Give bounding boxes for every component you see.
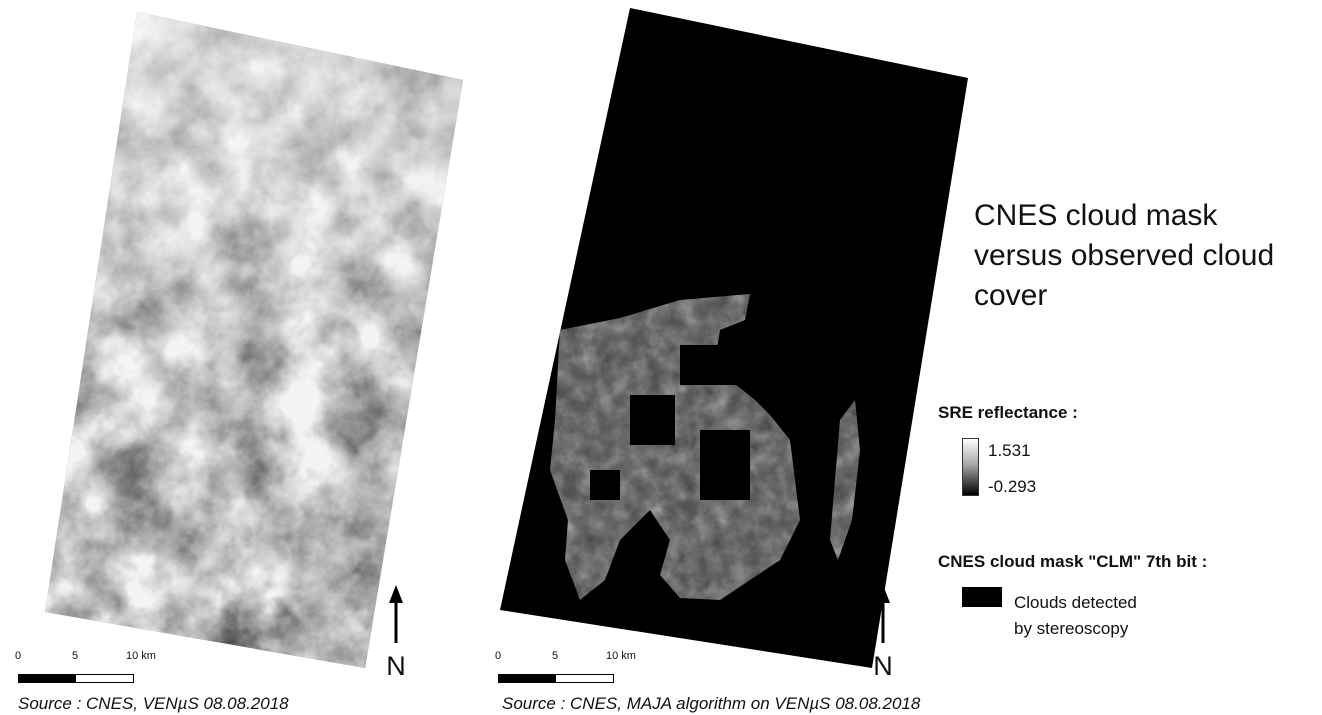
north-label: N [386, 651, 406, 681]
legend-reflectance-min: -0.293 [988, 477, 1037, 496]
legend-reflectance-max: 1.531 [988, 441, 1031, 460]
cloud-mask-satellite-image [500, 8, 968, 668]
legend-cloud-mask-heading: CNES cloud mask "CLM" 7th bit : [938, 552, 1208, 571]
cloud-mask-label-line2: by stereoscopy [1014, 619, 1129, 638]
source-caption: Source : CNES, MAJA algorithm on VENµS 0… [502, 694, 921, 713]
cloud-mask-swatch [962, 587, 1002, 607]
scale-tick-10: 10 km [126, 650, 156, 662]
cloud-mask-map-panel: 0 5 10 km N Source : CNES, MAJA algorith… [480, 0, 980, 715]
north-arrow-icon [876, 585, 890, 643]
scale-tick-0: 0 [495, 650, 502, 662]
reflectance-gradient-swatch [962, 438, 979, 496]
scale-tick-5: 5 [72, 650, 79, 662]
north-arrow: N [376, 583, 416, 693]
north-arrow-icon [389, 585, 403, 643]
scale-bar: 0 5 10 km [495, 650, 648, 690]
map-title: CNES cloud mask versus observed cloud co… [974, 199, 1275, 312]
reflectance-satellite-image [45, 12, 463, 668]
north-arrow: N [863, 583, 903, 693]
scale-tick-5: 5 [552, 650, 559, 662]
scale-tick-0: 0 [15, 650, 22, 662]
cloud-mask-label-line1: Clouds detected [1014, 593, 1137, 612]
scale-bar: 0 5 10 km [15, 650, 168, 690]
source-caption: Source : CNES, VENµS 08.08.2018 [18, 694, 289, 713]
reflectance-map-panel: 0 5 10 km N Source : CNES, VENµS 08.08.2… [0, 0, 500, 715]
cloud-mask-label: Clouds detected by stereoscopy [1014, 590, 1137, 642]
north-label: N [873, 651, 893, 681]
legend-reflectance-heading: SRE reflectance : [938, 403, 1078, 422]
scale-tick-10: 10 km [606, 650, 636, 662]
